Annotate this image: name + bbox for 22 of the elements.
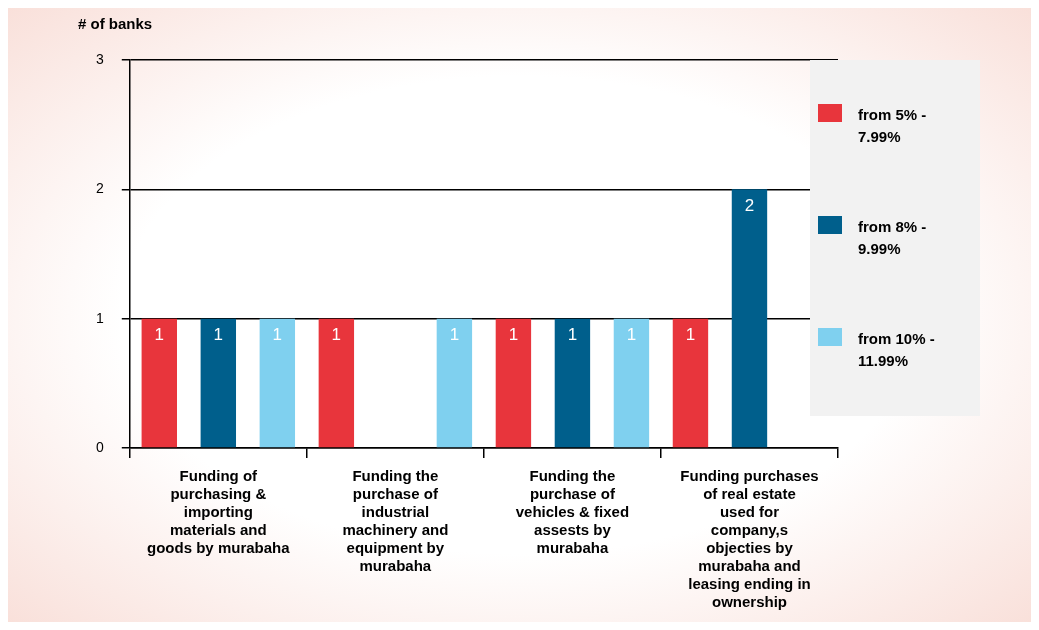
legend-label: from 10% - 11.99% bbox=[858, 329, 936, 371]
y-tick-label: 0 bbox=[95, 438, 104, 455]
x-tick-label: Funding the purchase of vehicles & fixed assests by murabaha bbox=[515, 467, 630, 557]
data-label: 1 bbox=[626, 324, 637, 344]
y-tick-label: 1 bbox=[95, 309, 104, 326]
data-label: 1 bbox=[213, 324, 224, 344]
legend-label: from 5% - 7.99% bbox=[858, 105, 928, 147]
x-tick-label: Funding of purchasing & importing materials and goods by murabaha bbox=[147, 467, 291, 557]
data-label: 1 bbox=[567, 324, 578, 344]
x-tick-label: Funding the purchase of industrial machinery and equipment by murabaha bbox=[342, 467, 449, 575]
data-label: 1 bbox=[272, 324, 283, 344]
y-axis-title: # of banks bbox=[78, 15, 153, 33]
y-tick-label: 2 bbox=[95, 180, 104, 197]
legend-label: from 8% - 9.99% bbox=[858, 217, 928, 259]
y-tick-label: 3 bbox=[95, 50, 104, 67]
data-label: 2 bbox=[744, 195, 755, 215]
x-tick-label: Funding purchases of real estate used for company,s objecties by murabaha and leasing ending in ownership bbox=[680, 467, 819, 611]
data-label: 1 bbox=[331, 324, 342, 344]
data-label: 1 bbox=[449, 324, 460, 344]
data-label: 1 bbox=[154, 324, 165, 344]
data-label: 1 bbox=[685, 324, 696, 344]
data-label: 1 bbox=[508, 324, 519, 344]
